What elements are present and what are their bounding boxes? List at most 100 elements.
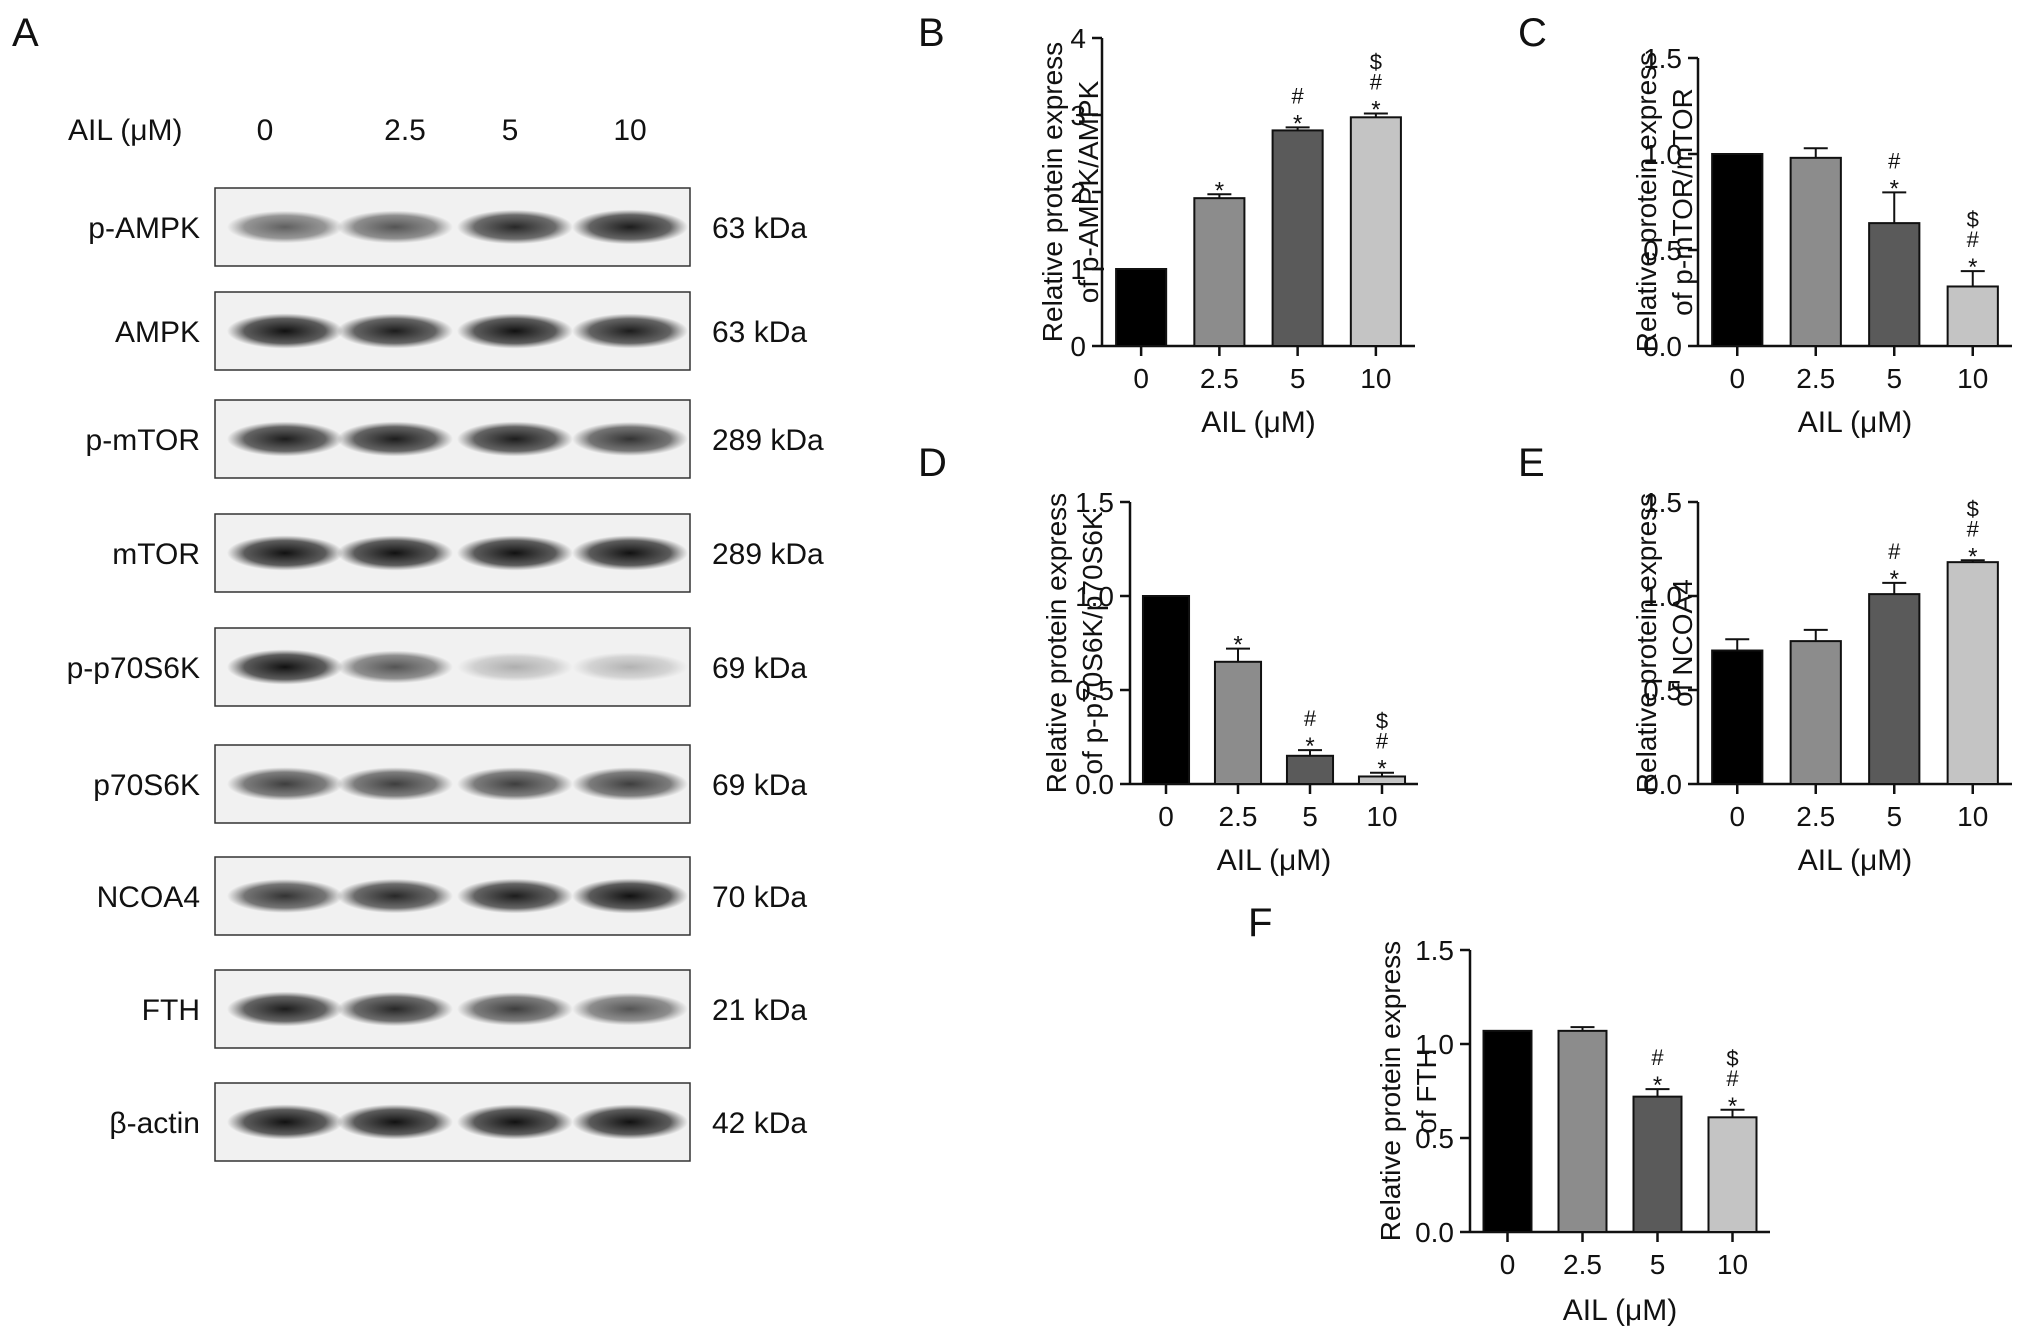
panel-letter: B — [918, 11, 945, 55]
chart-D: D0.00.51.01.50 2.5*5#*10$#*AIL (μM)Relati… — [918, 441, 1418, 877]
bar — [1868, 222, 1921, 347]
bar — [1115, 268, 1168, 347]
blot-band — [457, 535, 573, 571]
y-axis-label: of NCOA4 — [1667, 579, 1698, 707]
significance-mark: * — [1377, 756, 1386, 783]
blot-band — [227, 1104, 343, 1140]
blot-row: p70S6K 69 kDa — [93, 744, 807, 824]
significance-mark: # — [1376, 729, 1389, 754]
blot-protein-label: β-actin — [109, 1107, 200, 1140]
bar — [1711, 649, 1764, 786]
blot-band — [227, 879, 343, 913]
y-tick-label: 0.0 — [1643, 769, 1682, 800]
panel-letter: C — [1518, 11, 1547, 55]
blot-size-label: 63 kDa — [712, 316, 807, 349]
bar — [1707, 1116, 1758, 1233]
bar — [1271, 129, 1324, 347]
blot-band — [337, 421, 453, 457]
blot-band — [572, 767, 688, 801]
chart-F: F0.00.51.01.50 2.5 5#*10$#*AIL (μM)Relativ… — [1248, 901, 1770, 1327]
x-tick-label: 0 — [1729, 801, 1745, 832]
blot-protein-label: p-p70S6K — [67, 652, 200, 685]
blot-band — [572, 313, 688, 349]
bar — [1213, 660, 1263, 785]
significance-mark: * — [1653, 1072, 1662, 1099]
blot-band — [457, 421, 573, 457]
x-tick-label: 10 — [1957, 801, 1988, 832]
significance-mark: $ — [1726, 1046, 1738, 1071]
significance-mark: # — [1651, 1045, 1664, 1070]
y-axis-label: Relative protein express — [1631, 493, 1662, 793]
y-axis-label: of FTH — [1411, 1048, 1442, 1134]
blot-band — [227, 421, 343, 457]
y-tick-label: 1.5 — [1415, 935, 1454, 966]
blot-row: mTOR 289 kDa — [112, 513, 824, 593]
bar — [1349, 116, 1402, 347]
blot-size-label: 21 kDa — [712, 994, 807, 1027]
significance-mark: # — [1888, 148, 1901, 173]
y-axis-label: Relative protein express — [1375, 941, 1406, 1241]
significance-mark: * — [1968, 543, 1977, 570]
bar — [1789, 156, 1842, 347]
blot-row: NCOA4 70 kDa — [97, 856, 807, 936]
significance-mark: # — [1726, 1066, 1739, 1091]
y-tick-label: 1.5 — [1075, 487, 1114, 518]
blot-band — [457, 878, 573, 914]
x-tick-label: 0 — [1133, 363, 1149, 394]
blot-protein-label: p-mTOR — [86, 424, 200, 457]
blot-protein-label: p70S6K — [93, 769, 200, 802]
blot-band — [572, 992, 688, 1026]
y-tick-label: 0.0 — [1075, 769, 1114, 800]
bar — [1711, 153, 1764, 347]
x-tick-label: 5 — [1886, 363, 1902, 394]
blot-row: p-mTOR 289 kDa — [86, 399, 824, 479]
x-tick-label: 0 — [1729, 363, 1745, 394]
chart-E: E0.00.51.01.50 2.5 5#*10$#*AIL (μM)Relativ… — [1518, 441, 2012, 877]
blot-band — [337, 535, 453, 571]
significance-mark: # — [1967, 516, 1980, 541]
blot-band — [572, 422, 688, 456]
y-tick-label: 3 — [1070, 100, 1086, 131]
significance-mark: # — [1304, 706, 1317, 731]
blot-band — [457, 1104, 573, 1140]
y-tick-label: 0.5 — [1643, 235, 1682, 266]
bar — [1946, 285, 1999, 348]
x-tick-label: 2.5 — [1219, 801, 1258, 832]
blot-size-label: 42 kDa — [712, 1107, 807, 1140]
blot-size-label: 289 kDa — [712, 538, 824, 571]
y-tick-label: 0.5 — [1075, 675, 1114, 706]
blot-band — [457, 652, 573, 682]
y-tick-label: 1.0 — [1415, 1029, 1454, 1060]
blot-protein-label: AMPK — [115, 316, 200, 349]
bar — [1557, 1029, 1608, 1233]
blot-band — [337, 1104, 453, 1140]
significance-mark: $ — [1370, 49, 1382, 74]
significance-mark: * — [1371, 96, 1380, 123]
significance-mark: * — [1890, 175, 1899, 202]
x-tick-label: 10 — [1957, 363, 1988, 394]
blot-band — [457, 313, 573, 349]
blot-band — [227, 767, 343, 801]
panel-letter: E — [1518, 441, 1545, 485]
x-tick-label: 2.5 — [1200, 363, 1239, 394]
y-axis-label: Relative protein express — [1631, 52, 1662, 352]
panel-letter-A: A — [12, 11, 39, 55]
blot-size-label: 70 kDa — [712, 881, 807, 914]
y-tick-label: 1.0 — [1643, 139, 1682, 170]
y-axis-label: of p-AMPK/AMPK — [1073, 80, 1104, 303]
significance-mark: * — [1305, 733, 1314, 760]
significance-mark: # — [1888, 539, 1901, 564]
blot-row: FTH 21 kDa — [142, 969, 807, 1049]
y-tick-label: 0.0 — [1415, 1217, 1454, 1248]
significance-mark: $ — [1967, 496, 1979, 521]
x-axis-label: AIL (μM) — [1798, 844, 1913, 877]
dose-tick: 10 — [613, 114, 646, 147]
significance-mark: $ — [1967, 207, 1979, 232]
blot-band — [337, 313, 453, 349]
significance-mark: * — [1890, 566, 1899, 593]
x-axis-label: AIL (μM) — [1217, 844, 1332, 877]
bar — [1141, 595, 1191, 785]
